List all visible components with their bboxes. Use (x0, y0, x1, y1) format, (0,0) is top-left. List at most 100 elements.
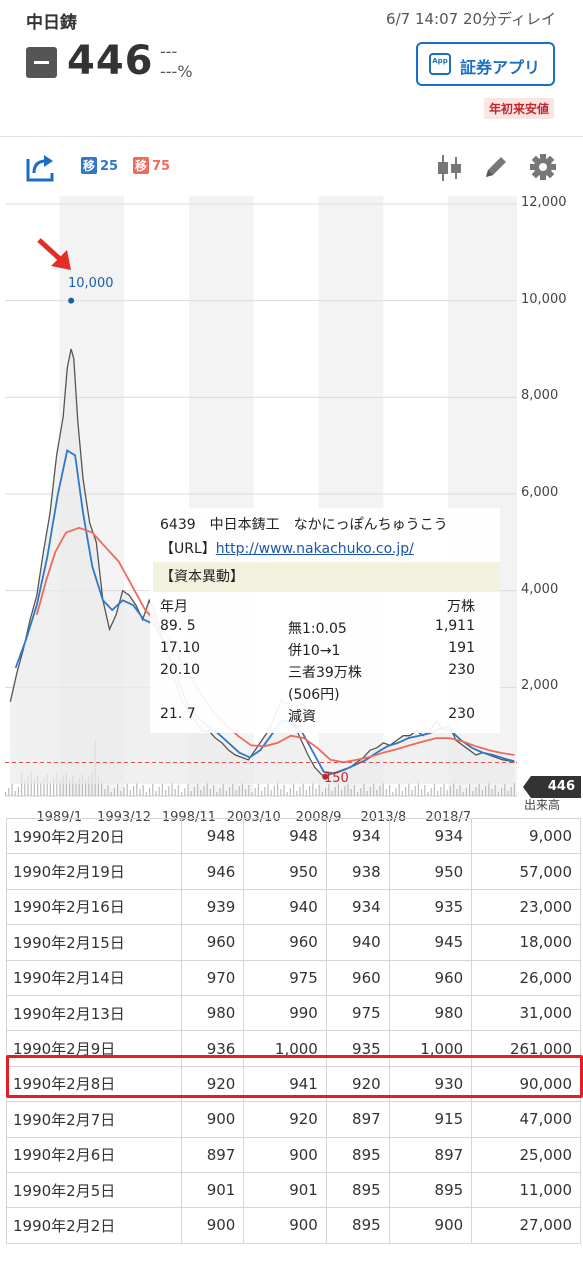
volume-bar (69, 779, 71, 796)
cell-volume: 27,000 (471, 1207, 581, 1244)
capital-change-row: (506円) (160, 684, 475, 706)
volume-bar (385, 789, 387, 796)
ma-short-indicator[interactable]: 移 25 (81, 157, 118, 174)
cell-low: 938 (325, 853, 390, 890)
cell-high: 900 (243, 1207, 327, 1244)
col-month: 年月 (160, 599, 188, 615)
volume-bar (171, 782, 173, 796)
volume-bar (133, 786, 135, 796)
table-row: 1990年2月16日 939 940 934 935 23,000 (6, 888, 581, 926)
volume-bar (427, 792, 429, 796)
cell-date: 1990年2月19日 (6, 853, 182, 890)
volume-bar (507, 791, 509, 796)
volume-bar (184, 788, 186, 796)
volume-bar (43, 778, 45, 796)
volume-bar (206, 782, 208, 796)
volume-bar (203, 786, 205, 796)
min-marker-dot (322, 773, 329, 780)
cell-date: 1990年2月8日 (6, 1065, 182, 1103)
table-row: 1990年2月19日 946 950 938 950 57,000 (6, 853, 581, 890)
volume-bar (113, 788, 115, 796)
volume-bar (462, 792, 464, 796)
volume-bar (88, 777, 90, 796)
volume-bar (392, 792, 394, 796)
year-low-badge: 年初来安値 (483, 98, 554, 119)
volume-bar (245, 789, 247, 796)
cell-low: 960 (325, 959, 390, 996)
securities-app-button[interactable]: App 証券アプリ (416, 42, 555, 86)
cell-open: 900 (180, 1207, 245, 1244)
cell-low: 934 (325, 888, 390, 926)
volume-bar (145, 792, 147, 796)
table-row: 1990年2月13日 980 990 975 980 31,000 (6, 994, 581, 1032)
candlestick-icon[interactable] (435, 153, 465, 183)
volume-bar (149, 788, 151, 796)
y-tick-label: 2,000 (521, 678, 559, 694)
cell-open: 970 (180, 959, 245, 996)
table-row: 1990年2月15日 960 960 940 945 18,000 (6, 924, 581, 961)
cell-open: 946 (180, 853, 245, 890)
company-info-box: 6439 中日本鋳工 なかにっぽんちゅうこう 【URL】http://www.n… (150, 508, 500, 733)
cell-low: 935 (325, 1030, 390, 1067)
ma-long-indicator[interactable]: 移 75 (133, 157, 170, 174)
volume-bar (232, 783, 234, 796)
volume-bar (280, 789, 282, 796)
volume-bar (21, 773, 23, 796)
volume-bar (331, 791, 333, 796)
volume-bar (219, 788, 221, 796)
volume-bar (81, 774, 83, 796)
cell-close: 934 (388, 817, 473, 855)
company-url-link[interactable]: http://www.nakachuko.co.jp/ (215, 541, 414, 557)
export-icon[interactable] (24, 153, 58, 183)
table-row: 1990年2月5日 901 901 895 895 11,000 (6, 1171, 581, 1209)
cell-date: 1990年2月6日 (6, 1136, 182, 1173)
cell-date: 1990年2月16日 (6, 888, 182, 926)
gear-icon[interactable] (529, 153, 557, 181)
chart-toolbar: 移 25 移 75 (0, 140, 583, 196)
volume-bar (267, 783, 269, 796)
volume-bar (472, 791, 474, 796)
volume-bar (446, 790, 448, 796)
volume-bar (353, 785, 355, 796)
volume-bar (465, 788, 467, 796)
volume-bar (123, 787, 125, 796)
volume-bar (85, 781, 87, 796)
chart-canvas[interactable]: 1989/1 1993/12 1998/11 2003/10 2008/9 2013/8 2… (0, 196, 583, 826)
volume-bar (104, 789, 106, 796)
volume-bar (408, 783, 410, 796)
capital-change-row: 21. 7 減資 230 (160, 706, 475, 728)
volume-bar (478, 783, 480, 796)
price-chart[interactable]: 1989/1 1993/12 1998/11 2003/10 2008/9 2013/8 2… (0, 195, 583, 826)
pencil-icon[interactable] (482, 153, 510, 181)
volume-bar (161, 783, 163, 796)
volume-bar (414, 786, 416, 796)
volume-bar (187, 784, 189, 796)
capital-header-row: 年月 万株 (160, 596, 475, 618)
price-history-table: 1990年2月20日 948 948 934 934 9,000 1990年2月19日 946… (6, 817, 581, 1244)
volume-bar (469, 784, 471, 796)
price-change-percent: ---% (160, 62, 193, 81)
volume-bar (72, 775, 74, 796)
capital-event: 三者39万株 (288, 665, 362, 681)
volume-bar (337, 783, 339, 796)
volume-bar (389, 785, 391, 796)
cell-volume: 90,000 (471, 1065, 581, 1103)
volume-bar (235, 790, 237, 796)
volume-bar (136, 782, 138, 796)
volume-bar (273, 786, 275, 796)
volume-bar (411, 790, 413, 796)
volume-bar (488, 782, 490, 796)
volume-bar (347, 782, 349, 796)
volume-bar (277, 782, 279, 796)
quote-time: 6/7 14:07 20分ディレイ (386, 10, 556, 28)
volume-bar (56, 773, 58, 796)
y-tick-label: 12,000 (521, 195, 567, 210)
cell-volume: 11,000 (471, 1171, 581, 1209)
volume-bar (437, 791, 439, 796)
volume-bar (357, 792, 359, 796)
cell-high: 1,000 (243, 1030, 327, 1067)
series-line-ma_long (35, 526, 515, 764)
cell-low: 940 (325, 924, 390, 961)
volume-bar (293, 784, 295, 796)
cell-high: 948 (243, 817, 327, 855)
